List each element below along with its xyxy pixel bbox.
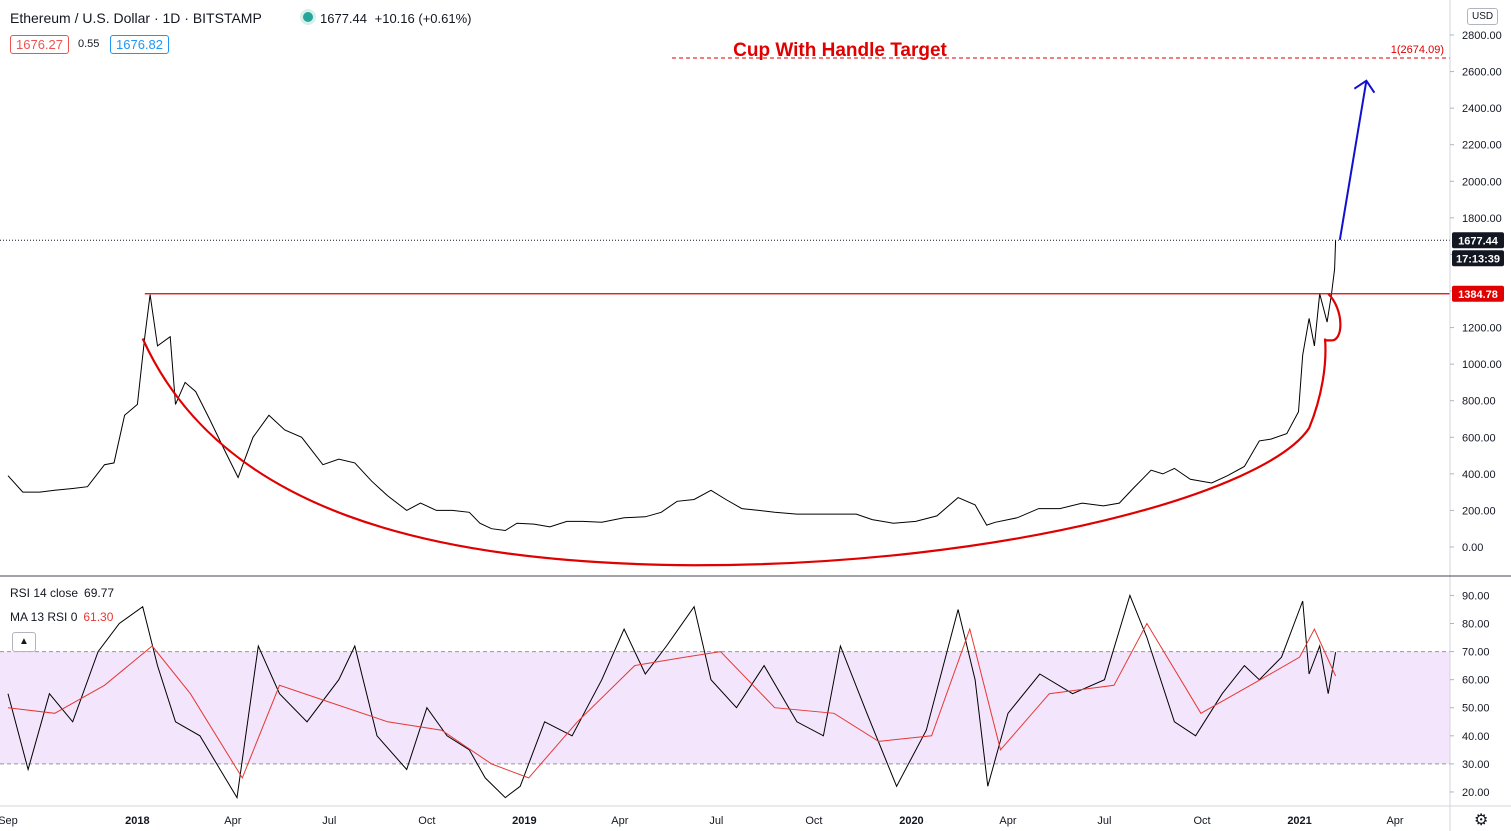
handle-curve[interactable] (1325, 292, 1342, 342)
projection-arrow[interactable] (1338, 80, 1368, 240)
time-tick-label: Apr (611, 815, 628, 827)
time-tick-label: Apr (224, 815, 241, 827)
market-status-dot (303, 12, 313, 22)
time-tick-label: 2021 (1287, 815, 1311, 827)
rsi-tick-label: 80.00 (1462, 619, 1490, 631)
chevron-up-icon[interactable]: ▲ (12, 632, 36, 652)
cup-annotation-text: Cup With Handle Target (733, 40, 947, 61)
rsi-tick-label: 20.00 (1462, 787, 1490, 799)
symbol-title[interactable]: Ethereum / U.S. Dollar · 1D · BITSTAMP (10, 10, 262, 26)
last-price: 1677.44 (320, 11, 367, 26)
price-pane[interactable]: 1(2674.09) Cup With Handle Target (0, 40, 1450, 567)
ma-value: 61.30 (83, 610, 114, 624)
rsi-pane[interactable] (0, 593, 1450, 800)
price-tick-label: 1000.00 (1462, 359, 1502, 371)
time-tick-label: 2019 (512, 815, 536, 827)
rsi-tick-label: 70.00 (1462, 647, 1490, 659)
rsi-value: 69.77 (84, 586, 115, 600)
ma-label: MA 13 RSI 0 (10, 610, 78, 624)
time-tick-label: Jul (1097, 815, 1111, 827)
countdown-badge: 17:13:39 (1456, 253, 1500, 265)
rsi-ma-line[interactable] (7, 622, 1337, 780)
price-tick-label: 1200.00 (1462, 323, 1502, 335)
last-price-badge-bg (1452, 232, 1504, 249)
time-tick-label: 2020 (899, 815, 923, 827)
time-tick-label: 2018 (125, 815, 149, 827)
time-tick-label: Oct (805, 815, 822, 827)
price-tick-label: 0.00 (1462, 542, 1483, 554)
price-tick-label: 400.00 (1462, 469, 1496, 481)
time-tick-label: Oct (418, 815, 435, 827)
price-tick-label: 200.00 (1462, 505, 1496, 517)
price-tick-label: 2800.00 (1462, 30, 1502, 42)
countdown-badge-bg (1452, 250, 1504, 267)
rsi-tick-label: 30.00 (1462, 759, 1490, 771)
time-tick-label: Sep (0, 815, 18, 827)
rsi-label: RSI 14 close (10, 586, 79, 600)
price-tick-label: 1800.00 (1462, 213, 1502, 225)
sell-button[interactable]: 1676.27 (10, 35, 69, 54)
price-tick-label: 2600.00 (1462, 67, 1502, 79)
currency-button[interactable]: USD (1467, 8, 1499, 25)
time-tick-label: Apr (999, 815, 1016, 827)
gear-icon[interactable]: ⚙ (1474, 812, 1489, 829)
rsi-tick-label: 90.00 (1462, 590, 1490, 602)
time-tick-label: Oct (1193, 815, 1210, 827)
cup-curve[interactable] (141, 338, 1327, 567)
time-tick-label: Jul (322, 815, 336, 827)
resistance-badge: 1384.78 (1458, 289, 1498, 301)
target-level-label: 1(2674.09) (1391, 44, 1444, 56)
price-line[interactable] (7, 240, 1337, 532)
price-change: +10.16 (+0.61%) (374, 11, 472, 26)
price-tick-label: 600.00 (1462, 432, 1496, 444)
rsi-band (0, 651, 1450, 764)
time-tick-label: Jul (709, 815, 723, 827)
rsi-legend[interactable]: RSI 14 close 69.77 (10, 586, 114, 600)
price-readout: 1677.44 +10.16 (+0.61%) (320, 11, 471, 26)
rsi-tick-label: 50.00 (1462, 703, 1490, 715)
time-tick-label: Apr (1386, 815, 1403, 827)
rsi-tick-label: 40.00 (1462, 731, 1490, 743)
price-tick-label: 2000.00 (1462, 176, 1502, 188)
ma-legend[interactable]: MA 13 RSI 0 61.30 (10, 610, 113, 624)
resistance-badge-bg (1452, 285, 1504, 302)
projection-arrow-head (1353, 79, 1376, 94)
price-tick-label: 2400.00 (1462, 103, 1502, 115)
rsi-tick-label: 60.00 (1462, 675, 1490, 687)
buy-button[interactable]: 1676.82 (110, 35, 169, 54)
price-tick-label: 2200.00 (1462, 140, 1502, 152)
last-price-badge: 1677.44 (1458, 235, 1499, 247)
price-tick-label: 800.00 (1462, 396, 1496, 408)
spread-value: 0.55 (78, 38, 100, 50)
rsi-line[interactable] (7, 593, 1337, 800)
